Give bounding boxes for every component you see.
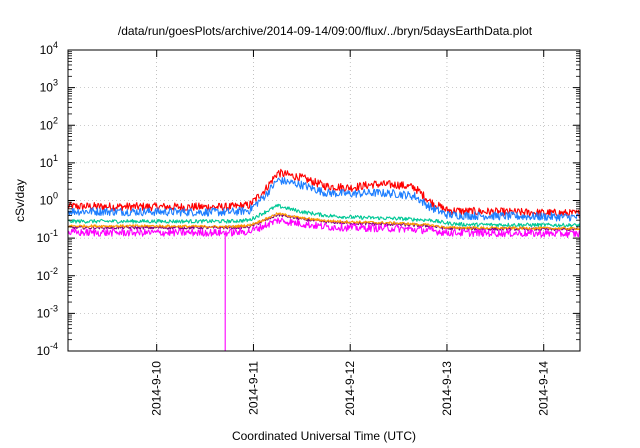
x-tick-label: 2014-9-14 [537, 361, 551, 416]
x-axis: 2014-9-10 2014-9-11 2014-9-12 2014-9-13 2014… [150, 50, 551, 416]
series-line [68, 176, 580, 222]
series-line [68, 212, 580, 231]
y-tick-label: 102 [40, 115, 58, 132]
y-axis: 10-4 10-3 10-2 10-1 100 101 102 103 104 [37, 40, 580, 358]
chart-title: /data/run/goesPlots/archive/2014-09-14/0… [118, 24, 533, 38]
y-tick-label: 10-1 [37, 228, 58, 245]
x-axis-label: Coordinated Universal Time (UTC) [232, 429, 416, 443]
series-layer [68, 168, 580, 351]
x-tick-label: 2014-9-13 [440, 361, 454, 416]
y-tick-label: 103 [40, 78, 58, 95]
series-line [68, 212, 580, 232]
x-tick-label: 2014-9-10 [150, 361, 164, 416]
x-tick-label: 2014-9-11 [246, 361, 260, 415]
y-tick-label: 100 [40, 191, 58, 208]
y-tick-label: 10-3 [37, 303, 58, 320]
y-tick-label: 104 [40, 40, 58, 57]
y-tick-label: 10-2 [37, 266, 58, 283]
y-axis-label: cSv/day [13, 179, 27, 222]
series-line [68, 203, 580, 228]
y-tick-label: 101 [40, 153, 58, 170]
series-line [68, 217, 580, 351]
grid [68, 50, 580, 351]
x-tick-label: 2014-9-12 [343, 361, 357, 416]
plot-frame [67, 49, 581, 352]
y-tick-label: 10-4 [37, 341, 58, 358]
